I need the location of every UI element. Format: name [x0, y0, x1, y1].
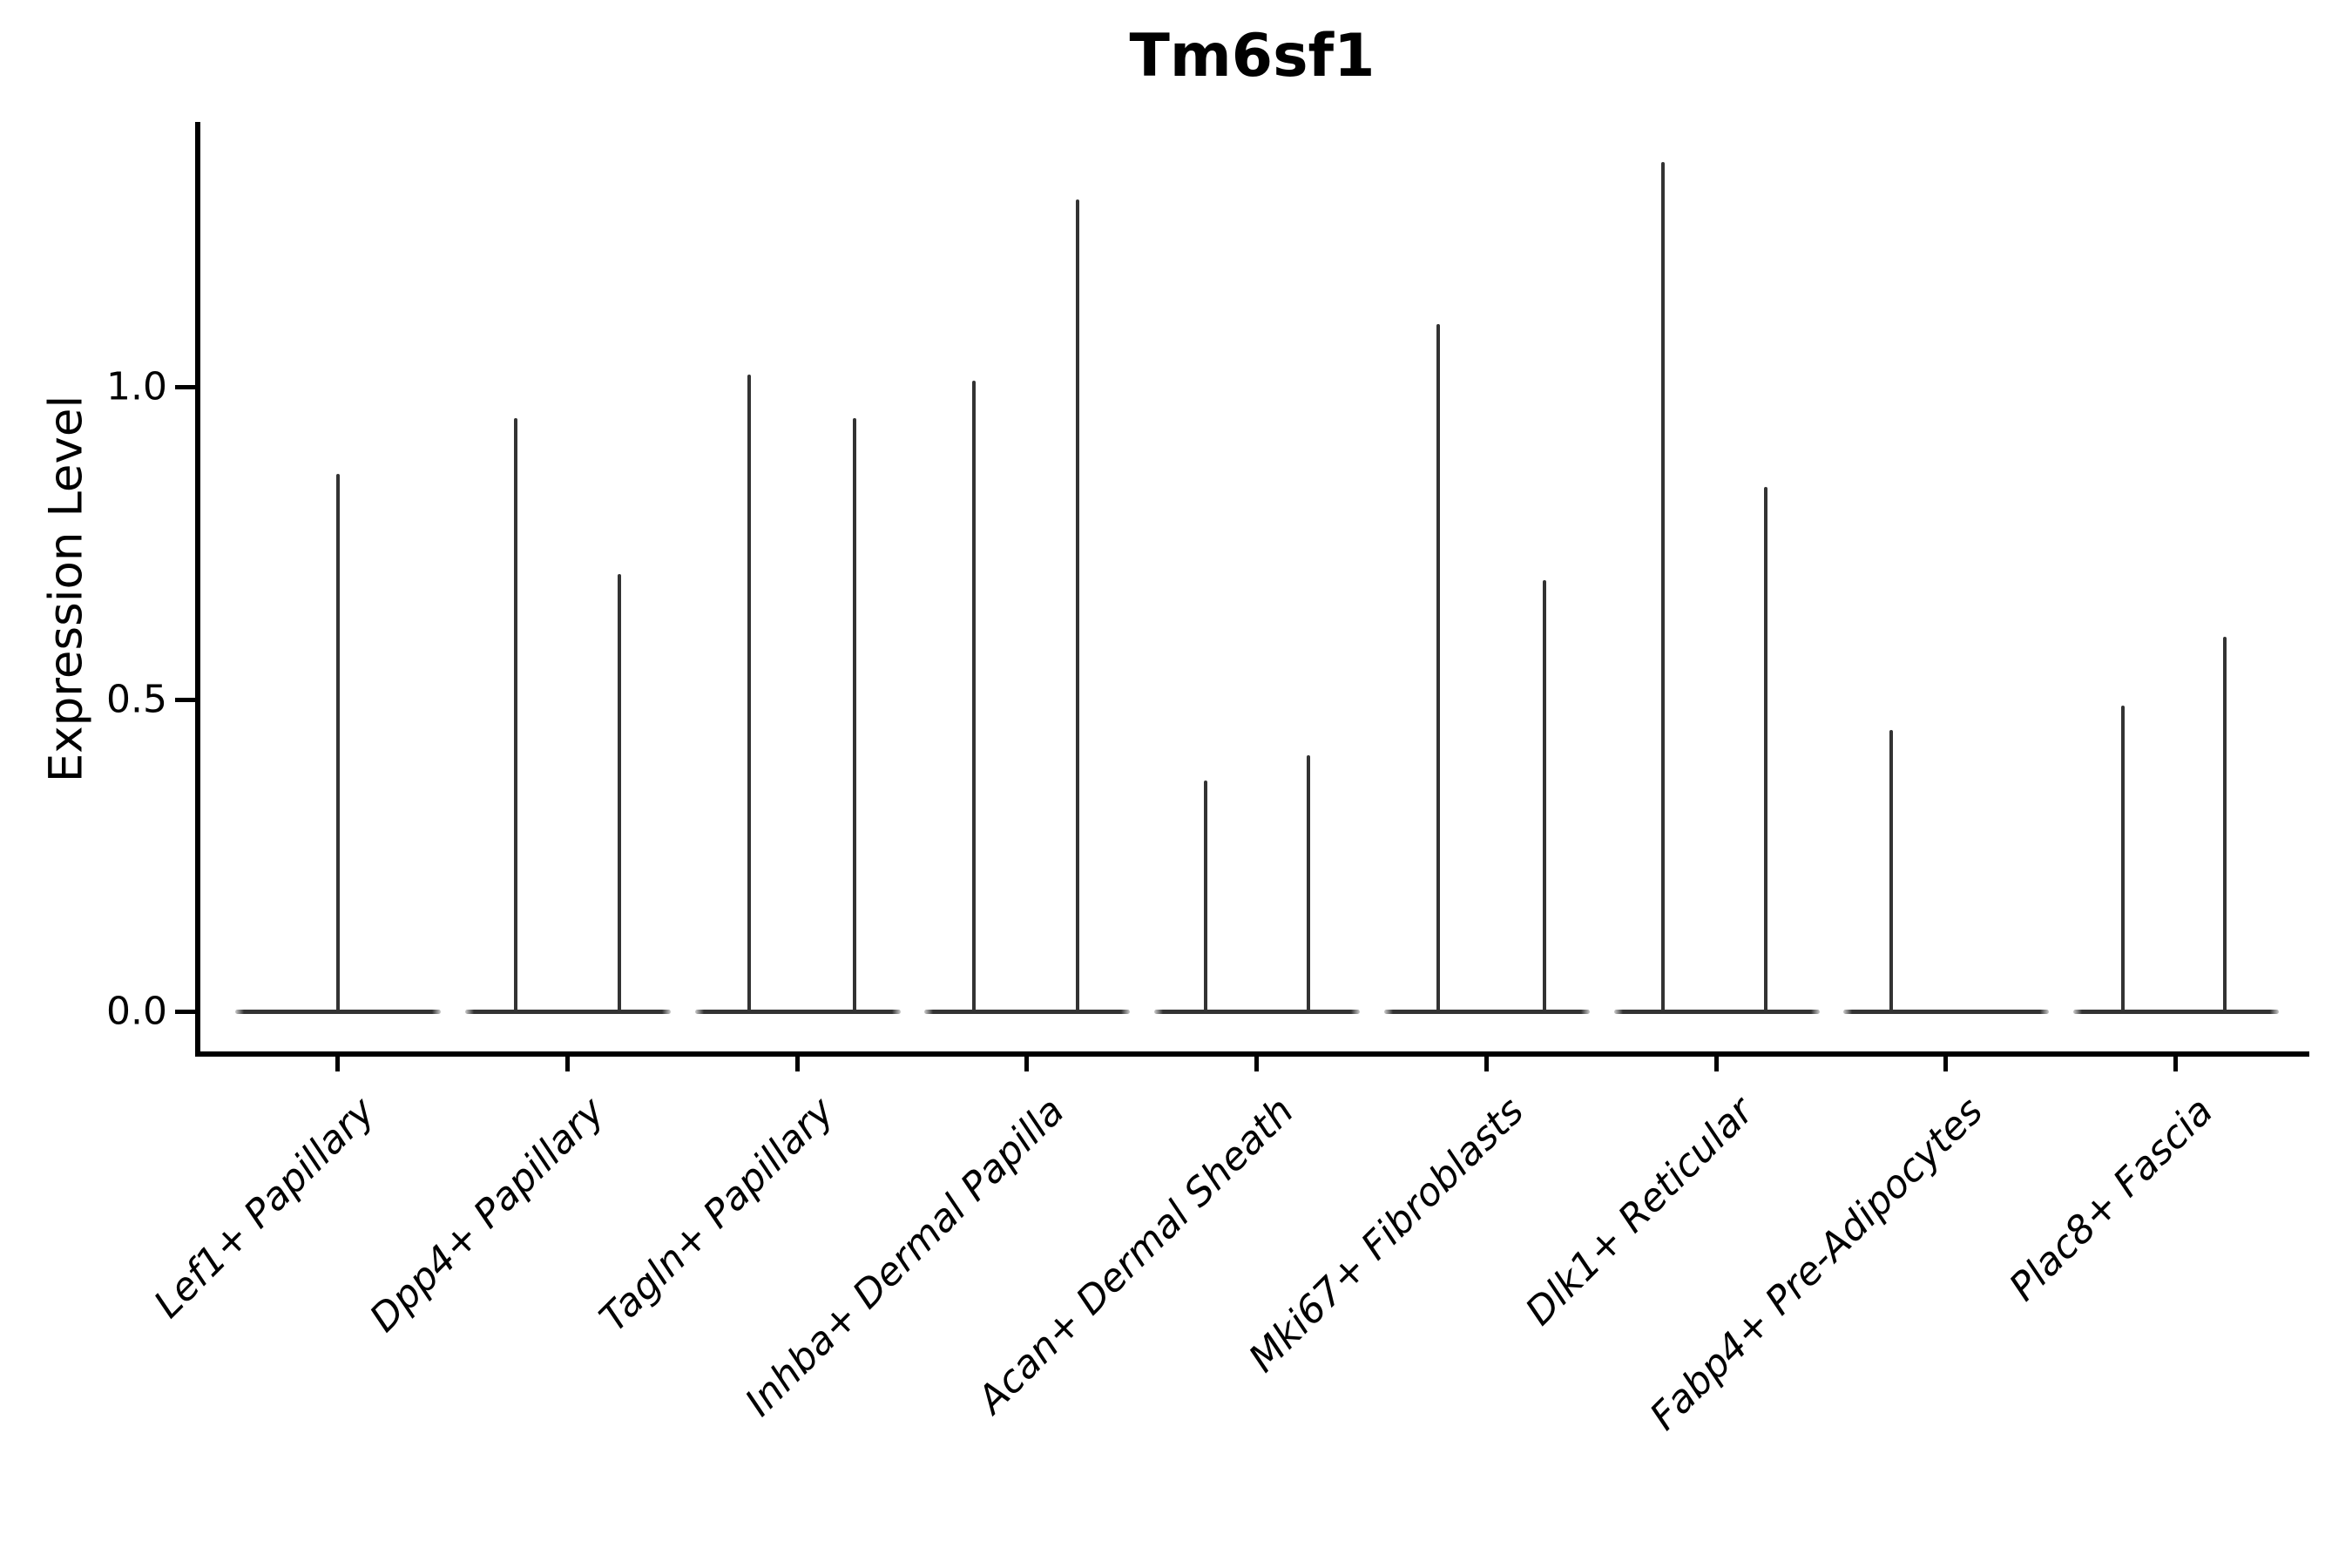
violin-body — [1154, 1010, 1360, 1014]
violin-spike — [1889, 730, 1894, 1014]
x-axis-tick — [794, 1057, 800, 1071]
violin-body — [924, 1010, 1131, 1014]
y-axis-tick-label: 0.5 — [106, 677, 167, 721]
x-axis-tick — [1254, 1057, 1259, 1071]
violin-spike — [1076, 199, 1080, 1014]
violin-spike — [617, 574, 621, 1014]
x-axis-tick-label: Plac8+ Fascia — [2000, 1089, 2222, 1310]
x-axis-tick — [564, 1057, 570, 1071]
x-axis-tick-label: Tagln+ Papillary — [591, 1089, 843, 1341]
violin-body — [2073, 1010, 2279, 1014]
x-axis-tick-label: Dlk1+ Reticular — [1517, 1089, 1762, 1335]
violin-spike — [1763, 486, 1767, 1014]
violin-spike — [1204, 780, 1207, 1014]
violin-spike — [513, 417, 517, 1014]
chart-title: Tm6sf1 — [1129, 22, 1375, 91]
violin-body — [1613, 1010, 1820, 1014]
x-axis-tick — [1713, 1057, 1719, 1071]
violin-spike — [1307, 755, 1310, 1014]
violin-spike — [1436, 324, 1440, 1014]
violin-spike — [747, 374, 751, 1014]
y-axis-tick — [175, 385, 195, 389]
violin-spike — [2121, 705, 2125, 1014]
y-axis-label: Expression Level — [39, 395, 93, 783]
violin-body — [1843, 1010, 2050, 1014]
violin-spike — [972, 380, 977, 1014]
violin-body — [1383, 1010, 1590, 1014]
x-axis-tick-label: Dpp4+ Papillary — [361, 1089, 613, 1342]
x-axis-spine — [195, 1051, 2309, 1057]
x-axis-tick — [335, 1057, 340, 1071]
violin-spike — [1660, 161, 1665, 1014]
violin-spike — [2223, 636, 2227, 1014]
violin-spike — [1542, 580, 1546, 1014]
x-axis-tick-label: Lef1+ Papillary — [145, 1089, 384, 1328]
violin-spike — [852, 417, 856, 1014]
y-axis-tick — [175, 697, 195, 702]
y-axis-tick-label: 0.0 — [106, 989, 167, 1034]
violin-spike — [336, 474, 340, 1014]
x-axis-tick — [1484, 1057, 1489, 1071]
x-axis-tick — [1943, 1057, 1949, 1071]
y-axis-spine — [195, 122, 200, 1057]
x-axis-tick — [1024, 1057, 1030, 1071]
x-axis-tick — [2173, 1057, 2178, 1071]
y-axis-tick-label: 1.0 — [106, 364, 167, 409]
violin-body — [694, 1010, 901, 1014]
violin-body — [464, 1010, 671, 1014]
y-axis-tick — [175, 1010, 195, 1014]
